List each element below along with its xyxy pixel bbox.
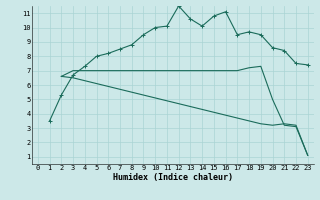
X-axis label: Humidex (Indice chaleur): Humidex (Indice chaleur) xyxy=(113,173,233,182)
